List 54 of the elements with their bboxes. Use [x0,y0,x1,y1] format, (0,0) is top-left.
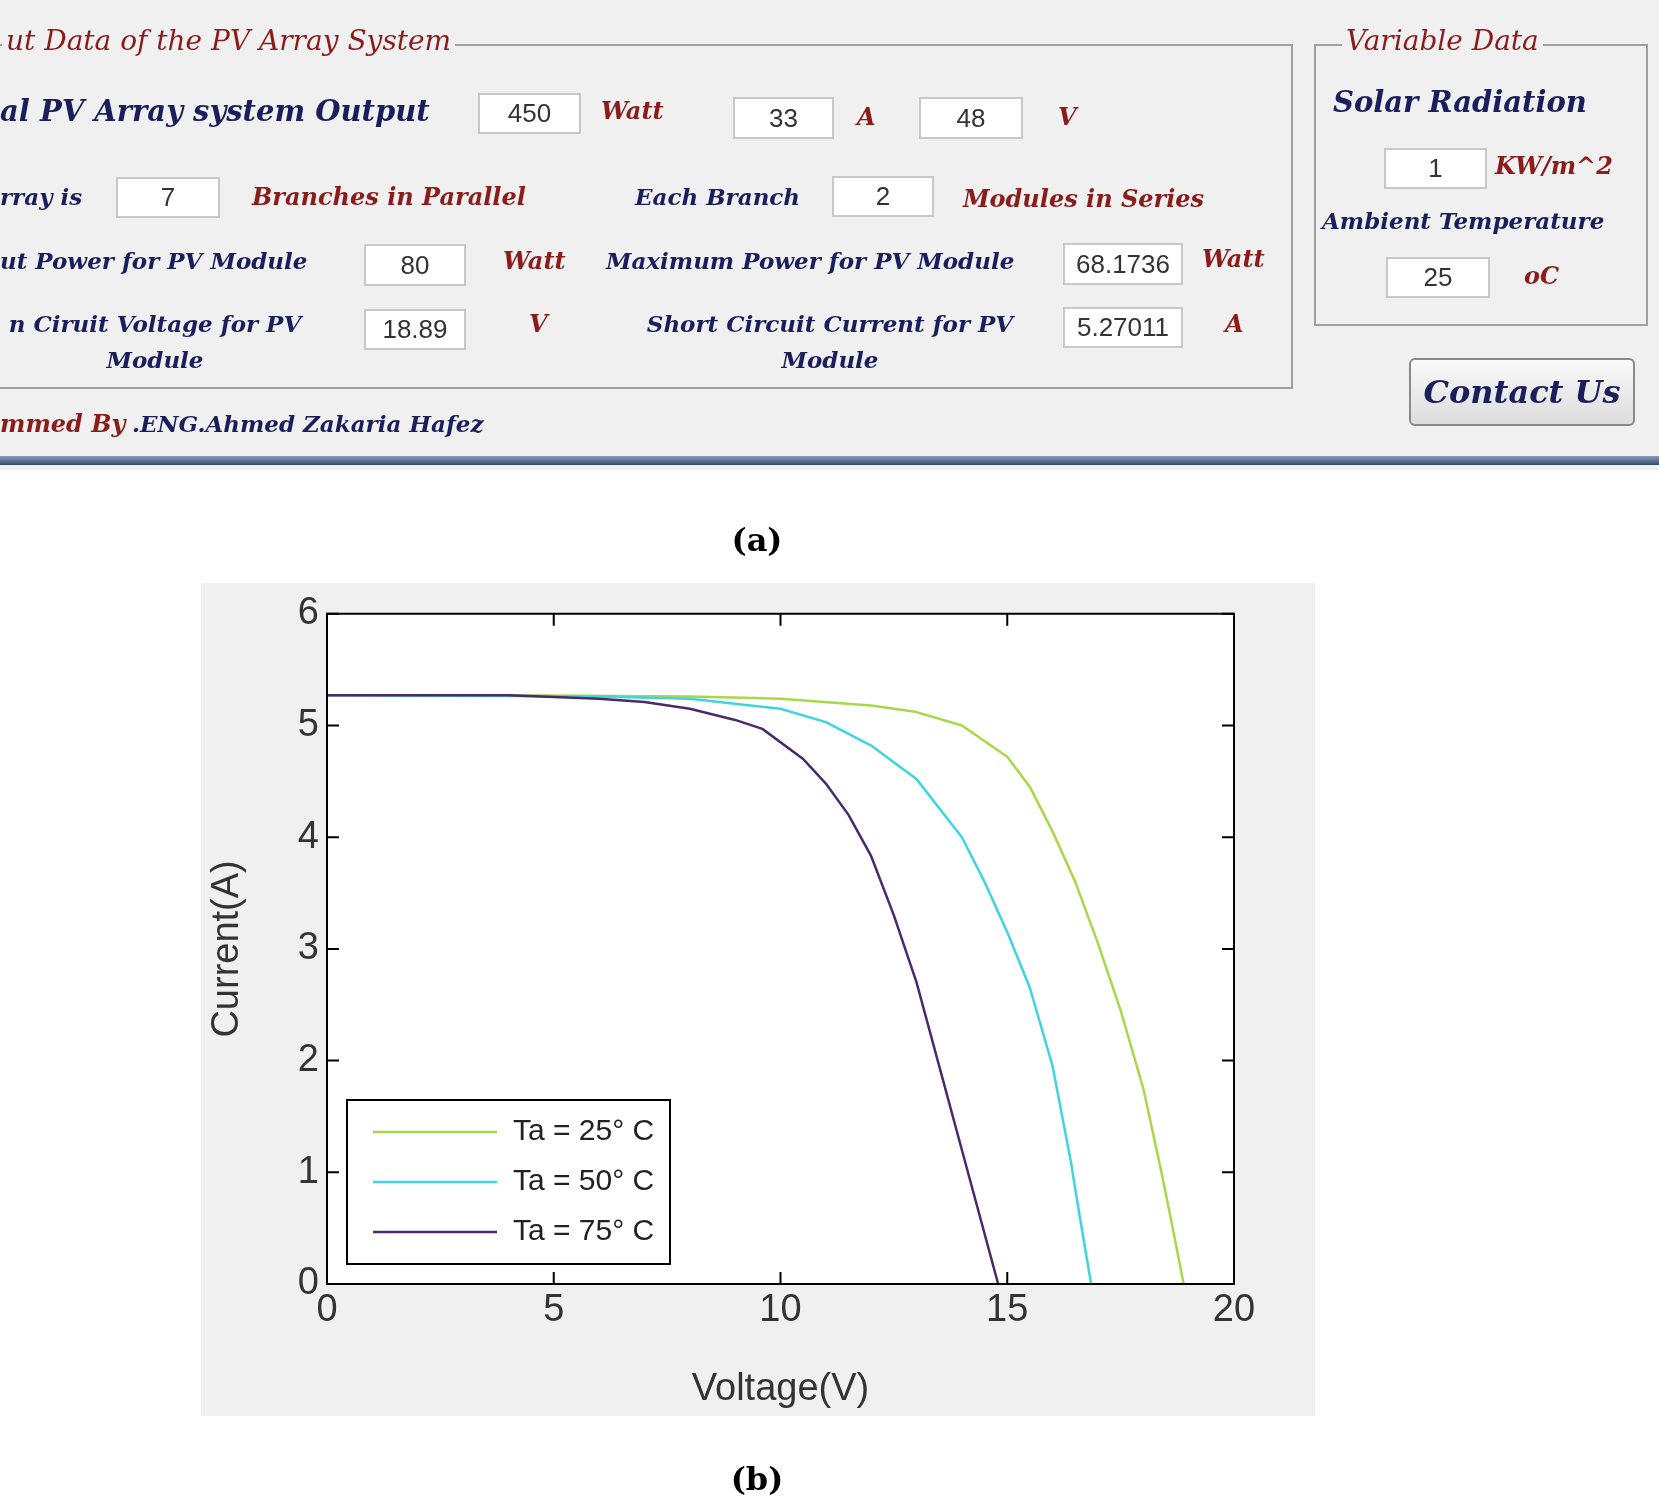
text: Each Branch [635,182,801,210]
text: .ENG.Ahmed Zakaria Hafez [132,409,484,437]
x-tick-label: 10 [759,1287,802,1330]
text: A [857,101,876,131]
text-field: 18.89 [364,308,466,350]
text: Short Circuit Current for PV Module [645,309,1016,375]
legend-label: Ta = 50° C [513,1163,655,1197]
x-axis-title: Voltage(V) [691,1365,870,1408]
text: Watt [601,95,664,125]
x-tick-label: 5 [543,1287,565,1330]
text: Watt [1202,243,1265,273]
text: KW/m^2 [1495,150,1613,180]
text-field: 68.1736 [1063,243,1183,285]
legend-label: Ta = 75° C [513,1213,655,1247]
text-field: 2 [832,175,934,217]
y-tick-label: 4 [297,813,319,856]
button: Contact Us [1409,358,1635,426]
text: V [1058,101,1077,131]
text: Solar Radiation [1333,85,1587,119]
y-tick-label: 0 [297,1260,319,1303]
y-tick-label: 1 [297,1148,319,1191]
text: Ambient Temperature [1322,206,1605,234]
y-tick-label: 2 [297,1037,319,1080]
text-field: 7 [116,176,220,218]
text-field: 48 [919,97,1023,139]
text: (a) [731,521,783,559]
text: mmed By [0,408,126,438]
text-field: 25 [1386,256,1490,298]
text: rray is [0,182,83,210]
y-tick-label: 3 [297,925,319,968]
text: Variable Data [1346,23,1539,57]
x-tick-label: 15 [986,1287,1029,1330]
text-field: 5.27011 [1063,306,1183,348]
text-field: 80 [364,244,466,286]
text-field: 1 [1384,147,1487,189]
text: oC [1524,260,1560,290]
text: ut Power for PV Module [0,246,308,274]
text: al PV Array system Output [0,94,430,128]
y-tick-label: 5 [297,701,319,744]
text: Modules in Series [963,183,1205,213]
text: n Ciruit Voltage for PV Module [7,309,305,375]
x-tick-label: 20 [1212,1287,1256,1330]
text: V [529,308,548,338]
legend-label: Ta = 25° C [513,1113,655,1147]
y-tick-label: 6 [297,590,319,633]
y-axis-title: Current(A) [204,860,247,1038]
text-field: 33 [733,97,834,139]
text: (b) [729,1460,785,1498]
text: Branches in Parallel [252,181,526,211]
text: ut Data of the PV Array System [6,23,452,57]
text: A [1225,308,1244,338]
text: Maximum Power for PV Module [606,246,1015,274]
text-field: 450 [478,92,581,134]
text: Watt [503,245,566,275]
